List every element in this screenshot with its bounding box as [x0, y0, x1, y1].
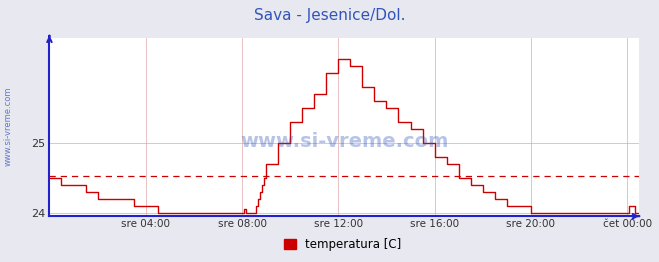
Text: www.si-vreme.com: www.si-vreme.com: [3, 86, 13, 166]
Text: Sava - Jesenice/Dol.: Sava - Jesenice/Dol.: [254, 8, 405, 23]
Legend: temperatura [C]: temperatura [C]: [279, 234, 406, 256]
Text: www.si-vreme.com: www.si-vreme.com: [240, 132, 449, 151]
